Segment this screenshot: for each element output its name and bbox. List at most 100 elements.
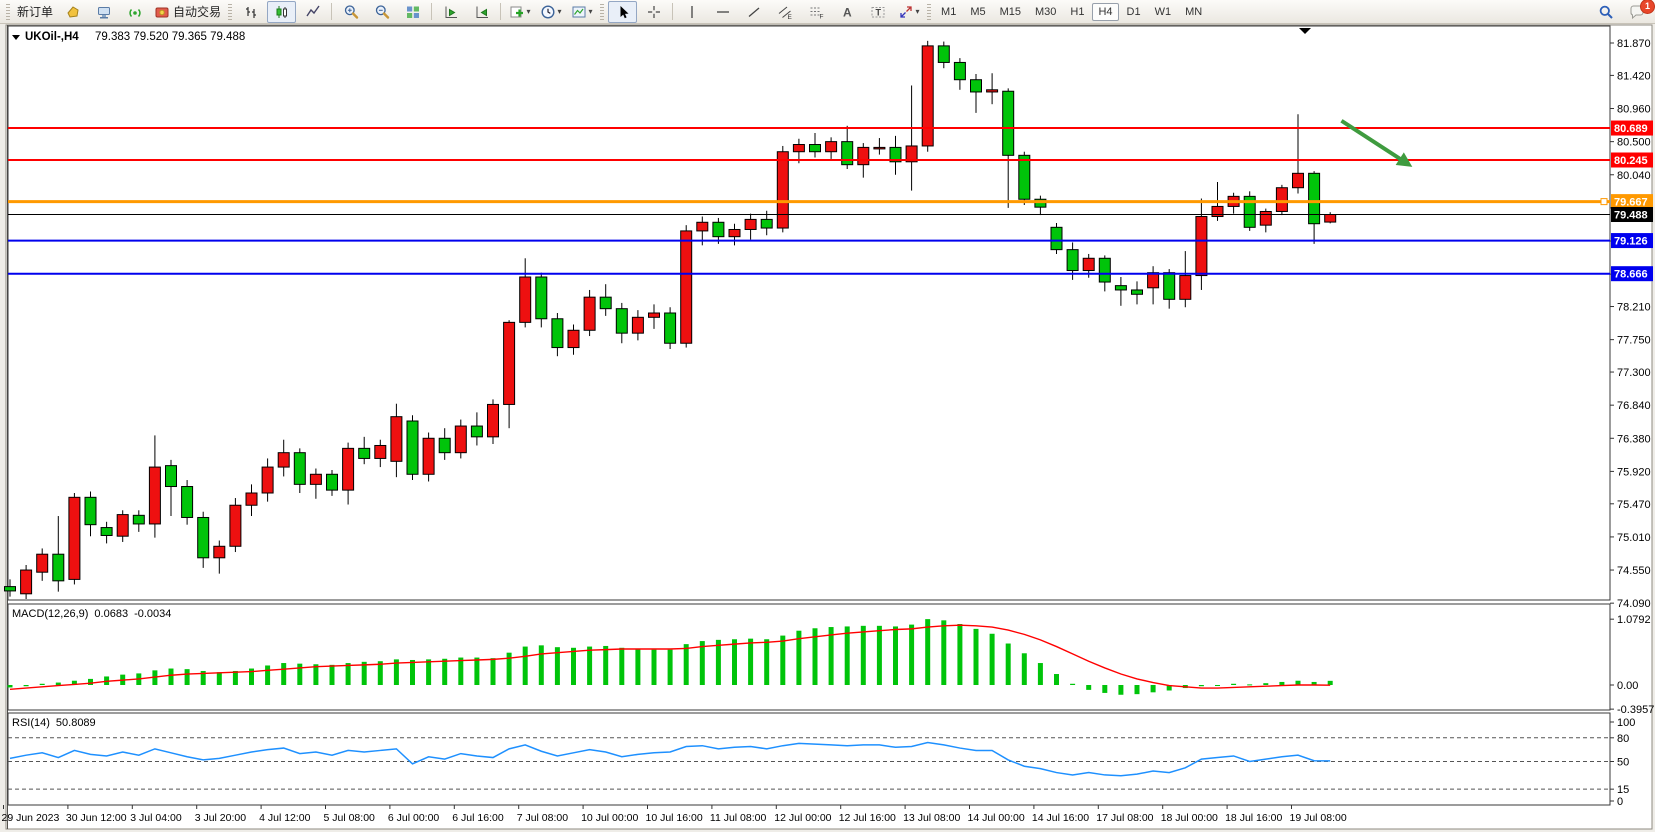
indicator-tick-label: 80 [1617, 733, 1629, 745]
price-tick-label: 77.750 [1617, 335, 1651, 347]
macd-histogram-bar [265, 665, 271, 685]
macd-histogram-bar [748, 638, 754, 685]
price-tick-label: 81.870 [1617, 38, 1651, 50]
chart-shift-marker-icon[interactable] [1299, 28, 1311, 34]
timeframe-button-m15[interactable]: M15 [999, 5, 1021, 18]
chart-canvas[interactable]: 81.87081.42080.96080.50080.04079.58079.1… [0, 24, 1655, 832]
arrow-objects-dropdown-icon[interactable]: ▾ [915, 7, 920, 16]
candle-down [1308, 172, 1321, 225]
horizontal-line-button[interactable] [708, 1, 737, 23]
vertical-line-icon [690, 5, 693, 18]
candle-up [567, 329, 580, 349]
time-axis-label: 6 Jul 00:00 [388, 812, 440, 824]
candle-up [519, 276, 532, 323]
candle-down [84, 496, 97, 526]
cursor-button[interactable] [608, 0, 638, 23]
arrow-objects-button[interactable]: ▾ [894, 1, 923, 23]
macd-histogram-bar [393, 659, 399, 685]
macd-histogram-bar [1327, 680, 1333, 685]
toolbar-grip[interactable] [927, 3, 932, 20]
time-axis-label: 6 Jul 16:00 [452, 812, 504, 824]
crosshair-button[interactable] [639, 1, 668, 23]
macd-histogram-bar [683, 644, 689, 685]
signals-button[interactable] [120, 1, 149, 23]
indicators-icon [510, 6, 523, 17]
candle-down [841, 141, 854, 166]
timeframe-button-h4[interactable]: H4 [1092, 2, 1119, 21]
timeframe-button-d1[interactable]: D1 [1126, 5, 1141, 18]
time-axis-label: 10 Jul 16:00 [646, 812, 703, 824]
candle-down [1018, 154, 1031, 200]
client-terminal-button[interactable] [89, 1, 118, 23]
timeframe-button-m30[interactable]: M30 [1035, 5, 1057, 18]
macd-histogram-bar [764, 639, 770, 685]
macd-histogram-bar [844, 626, 850, 685]
tile-windows-button[interactable] [398, 1, 427, 23]
toolbar-grip[interactable] [228, 3, 233, 20]
toolbar-grip[interactable] [600, 3, 605, 20]
time-axis-label: 13 Jul 08:00 [903, 812, 960, 824]
text-label-button[interactable]: T [863, 1, 892, 23]
periods-button[interactable]: ▾ [536, 1, 565, 23]
indicator-tick-label: 100 [1617, 717, 1635, 729]
macd-histogram-bar [1150, 685, 1156, 693]
shift-chart-end-button[interactable] [436, 1, 465, 23]
vertical-line-button[interactable] [677, 1, 706, 23]
templates-button[interactable]: ▾ [567, 1, 596, 23]
auto-scroll-button[interactable] [467, 1, 496, 23]
zoom-out-button[interactable] [367, 1, 396, 23]
symbol-dropdown-icon[interactable] [12, 35, 20, 40]
macd-histogram-bar [200, 670, 206, 685]
rsi-panel[interactable] [7, 712, 1611, 806]
equidistant-channel-button[interactable]: E [770, 1, 799, 23]
periods-dropdown-icon[interactable]: ▾ [557, 7, 562, 16]
macd-histogram-bar [1295, 680, 1301, 685]
macd-histogram-bar [184, 669, 190, 685]
timeframe-button-m5[interactable]: M5 [970, 5, 986, 18]
cursor-icon [620, 5, 629, 18]
candle-up [986, 89, 999, 93]
line-chart-button[interactable] [298, 1, 327, 23]
zoom-in-button[interactable] [336, 1, 365, 23]
timeframe-button-h1[interactable]: H1 [1070, 5, 1085, 18]
autotrading-button[interactable]: 自动交易 [151, 1, 224, 23]
time-axis-label: 14 Jul 16:00 [1032, 812, 1089, 824]
chat-button[interactable]: 1 [1622, 0, 1655, 23]
main-chart-panel[interactable] [7, 25, 1611, 601]
timeframe-button-m1[interactable]: M1 [941, 5, 957, 18]
search-icon [1599, 5, 1613, 19]
trend-arrow-line[interactable] [1340, 119, 1404, 162]
search-button[interactable] [1591, 1, 1620, 23]
time-axis-label: 3 Jul 20:00 [195, 812, 247, 824]
indicator-tick-label: 0 [1617, 796, 1623, 808]
candle-down [1114, 285, 1127, 291]
line-endpoint-marker[interactable] [1600, 198, 1608, 206]
timeframe-button-mn[interactable]: MN [1185, 5, 1203, 18]
macd-histogram-bar [1086, 685, 1092, 690]
toolbar-grip[interactable] [6, 3, 10, 20]
candle-down [1002, 90, 1015, 156]
trendline-button[interactable] [739, 1, 768, 23]
indicators-button[interactable]: ▾ [505, 1, 534, 23]
candle-down [1050, 226, 1063, 251]
new-order-button[interactable]: 新订单 [14, 1, 56, 23]
bar-chart-button[interactable] [236, 1, 265, 23]
templates-dropdown-icon[interactable]: ▾ [588, 7, 593, 16]
price-level-label-box [1611, 266, 1653, 282]
indicators-dropdown-icon[interactable]: ▾ [526, 7, 531, 16]
candlestick-chart-button[interactable] [267, 0, 297, 23]
time-axis-label: 18 Jul 00:00 [1161, 812, 1218, 824]
candle-down [165, 465, 177, 488]
text-button[interactable]: A [832, 1, 861, 23]
market-button[interactable] [58, 1, 87, 23]
timeframe-button-w1[interactable]: W1 [1154, 5, 1172, 18]
macd-histogram-bar [1198, 685, 1204, 687]
trend-arrow-head[interactable] [1395, 152, 1413, 167]
auto-scroll-icon [476, 6, 488, 18]
macd-histogram-bar [442, 658, 448, 685]
macd-panel[interactable] [7, 603, 1611, 711]
fibonacci-button[interactable]: F [801, 1, 830, 23]
main-toolbar: 新订单 自动交易 ▾ ▾ ▾ E F A T ▾ M1 M5 M15 M30 H1 H4 D1 W1 MN 1 [0, 0, 1655, 24]
time-axis-label: 19 Jul 08:00 [1290, 812, 1347, 824]
macd-histogram-bar [1021, 653, 1027, 685]
